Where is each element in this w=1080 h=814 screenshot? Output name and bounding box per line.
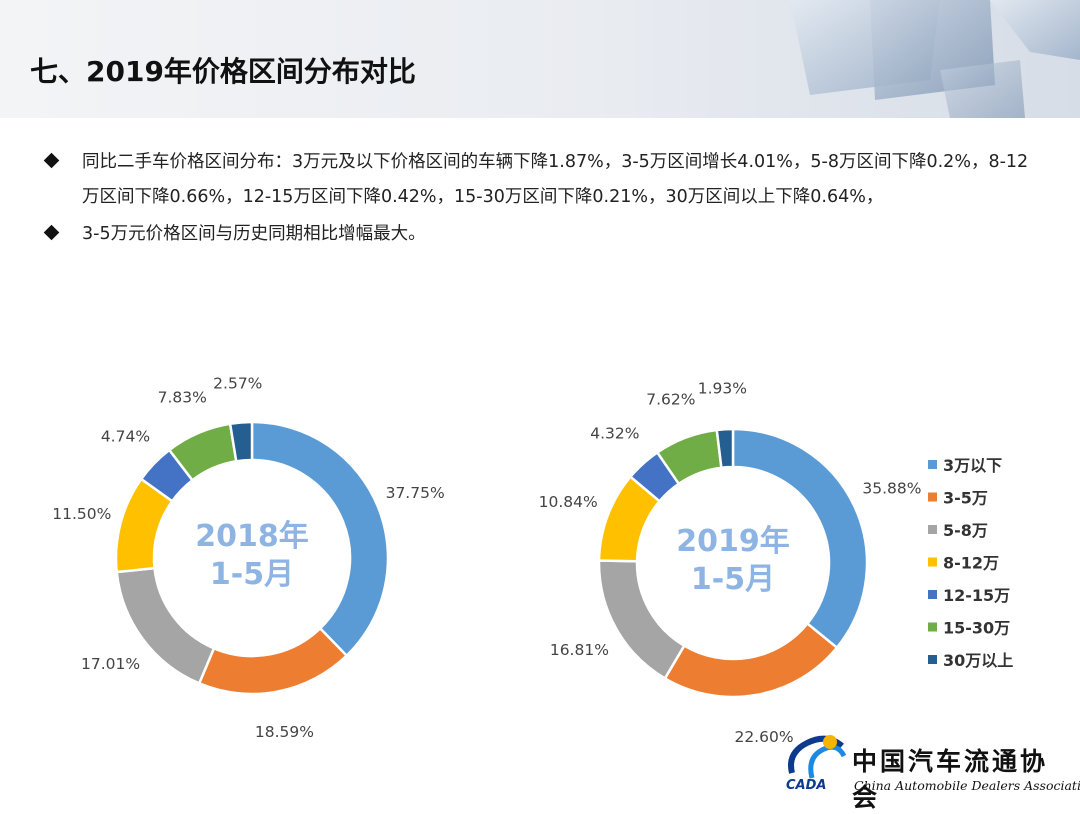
data-label-1-3: 17.01%: [81, 655, 140, 673]
data-label-2-7: 1.93%: [698, 379, 747, 397]
donut-slice-2-2: [663, 621, 839, 699]
cada-emblem-icon: [788, 735, 847, 779]
bullet-text-1: 同比二手车价格区间分布：3万元及以下价格区间的车辆下降1.87%，3-5万区间增…: [82, 152, 1029, 207]
bullet-item-2: 3-5万元价格区间与历史同期相比增幅最大。: [43, 217, 1044, 252]
decorative-cubes: [790, 0, 1080, 118]
logo-english-name: China Automobile Dealers Association: [854, 778, 1080, 793]
legend-swatch-1: [928, 460, 937, 469]
center-label-1-1: 2018年: [195, 519, 309, 554]
legend-swatch-3: [928, 525, 937, 534]
legend-label-2: 3-5万: [943, 489, 988, 508]
data-label-1-4: 11.50%: [52, 505, 111, 523]
donut-slice-2-7: [715, 427, 735, 470]
center-label-2-2: 1-5月: [691, 562, 775, 597]
data-label-1-1: 37.75%: [386, 484, 445, 502]
legend-label-3: 5-8万: [943, 521, 988, 540]
donut-slice-2-3: [597, 559, 686, 681]
legend-swatch-5: [928, 590, 937, 599]
donut-slice-1-7: [228, 420, 254, 463]
cada-logo: CADA 中国汽车流通协会 China Automobile Dealers A…: [782, 728, 1080, 812]
page-title: 七、2019年价格区间分布对比: [30, 55, 416, 88]
donut-slice-2-1: [731, 427, 869, 650]
legend-label-7: 30万以上: [943, 651, 1013, 670]
data-label-1-7: 2.57%: [213, 375, 262, 393]
data-label-2-4: 10.84%: [539, 493, 598, 511]
data-label-1-5: 4.74%: [101, 428, 150, 446]
bullet-list: 同比二手车价格区间分布：3万元及以下价格区间的车辆下降1.87%，3-5万区间增…: [43, 145, 1044, 254]
legend-swatch-4: [928, 557, 937, 567]
center-label-2-1: 2019年: [676, 524, 790, 559]
legend-label-4: 8-12万: [943, 554, 999, 573]
legend-label-5: 12-15万: [943, 586, 1010, 605]
legend-label-1: 3万以下: [943, 456, 1002, 475]
legend-swatch-2: [928, 492, 937, 502]
data-label-2-1: 35.88%: [862, 479, 921, 497]
header-banner: 七、2019年价格区间分布对比: [0, 0, 1080, 118]
legend-label-6: 15-30万: [943, 619, 1010, 638]
logo-abbreviation: CADA: [786, 778, 827, 793]
legend-swatch-6: [928, 622, 937, 632]
data-label-1-2: 18.59%: [255, 723, 314, 741]
data-label-2-2: 22.60%: [734, 728, 793, 746]
donut-slice-1-2: [197, 626, 349, 696]
center-label-1-2: 1-5月: [210, 557, 294, 592]
data-label-2-3: 16.81%: [550, 641, 609, 659]
data-label-2-6: 7.62%: [646, 390, 695, 408]
logo-chinese-name: 中国汽车流通协会: [852, 747, 1049, 812]
data-label-2-5: 4.32%: [590, 425, 639, 443]
donut-slice-1-1: [250, 420, 390, 658]
bullet-text-2: 3-5万元价格区间与历史同期相比增幅最大。: [82, 224, 426, 244]
data-label-1-6: 7.83%: [158, 388, 207, 406]
bullet-item-1: 同比二手车价格区间分布：3万元及以下价格区间的车辆下降1.87%，3-5万区间增…: [43, 145, 1044, 215]
legend-swatch-7: [928, 655, 937, 664]
